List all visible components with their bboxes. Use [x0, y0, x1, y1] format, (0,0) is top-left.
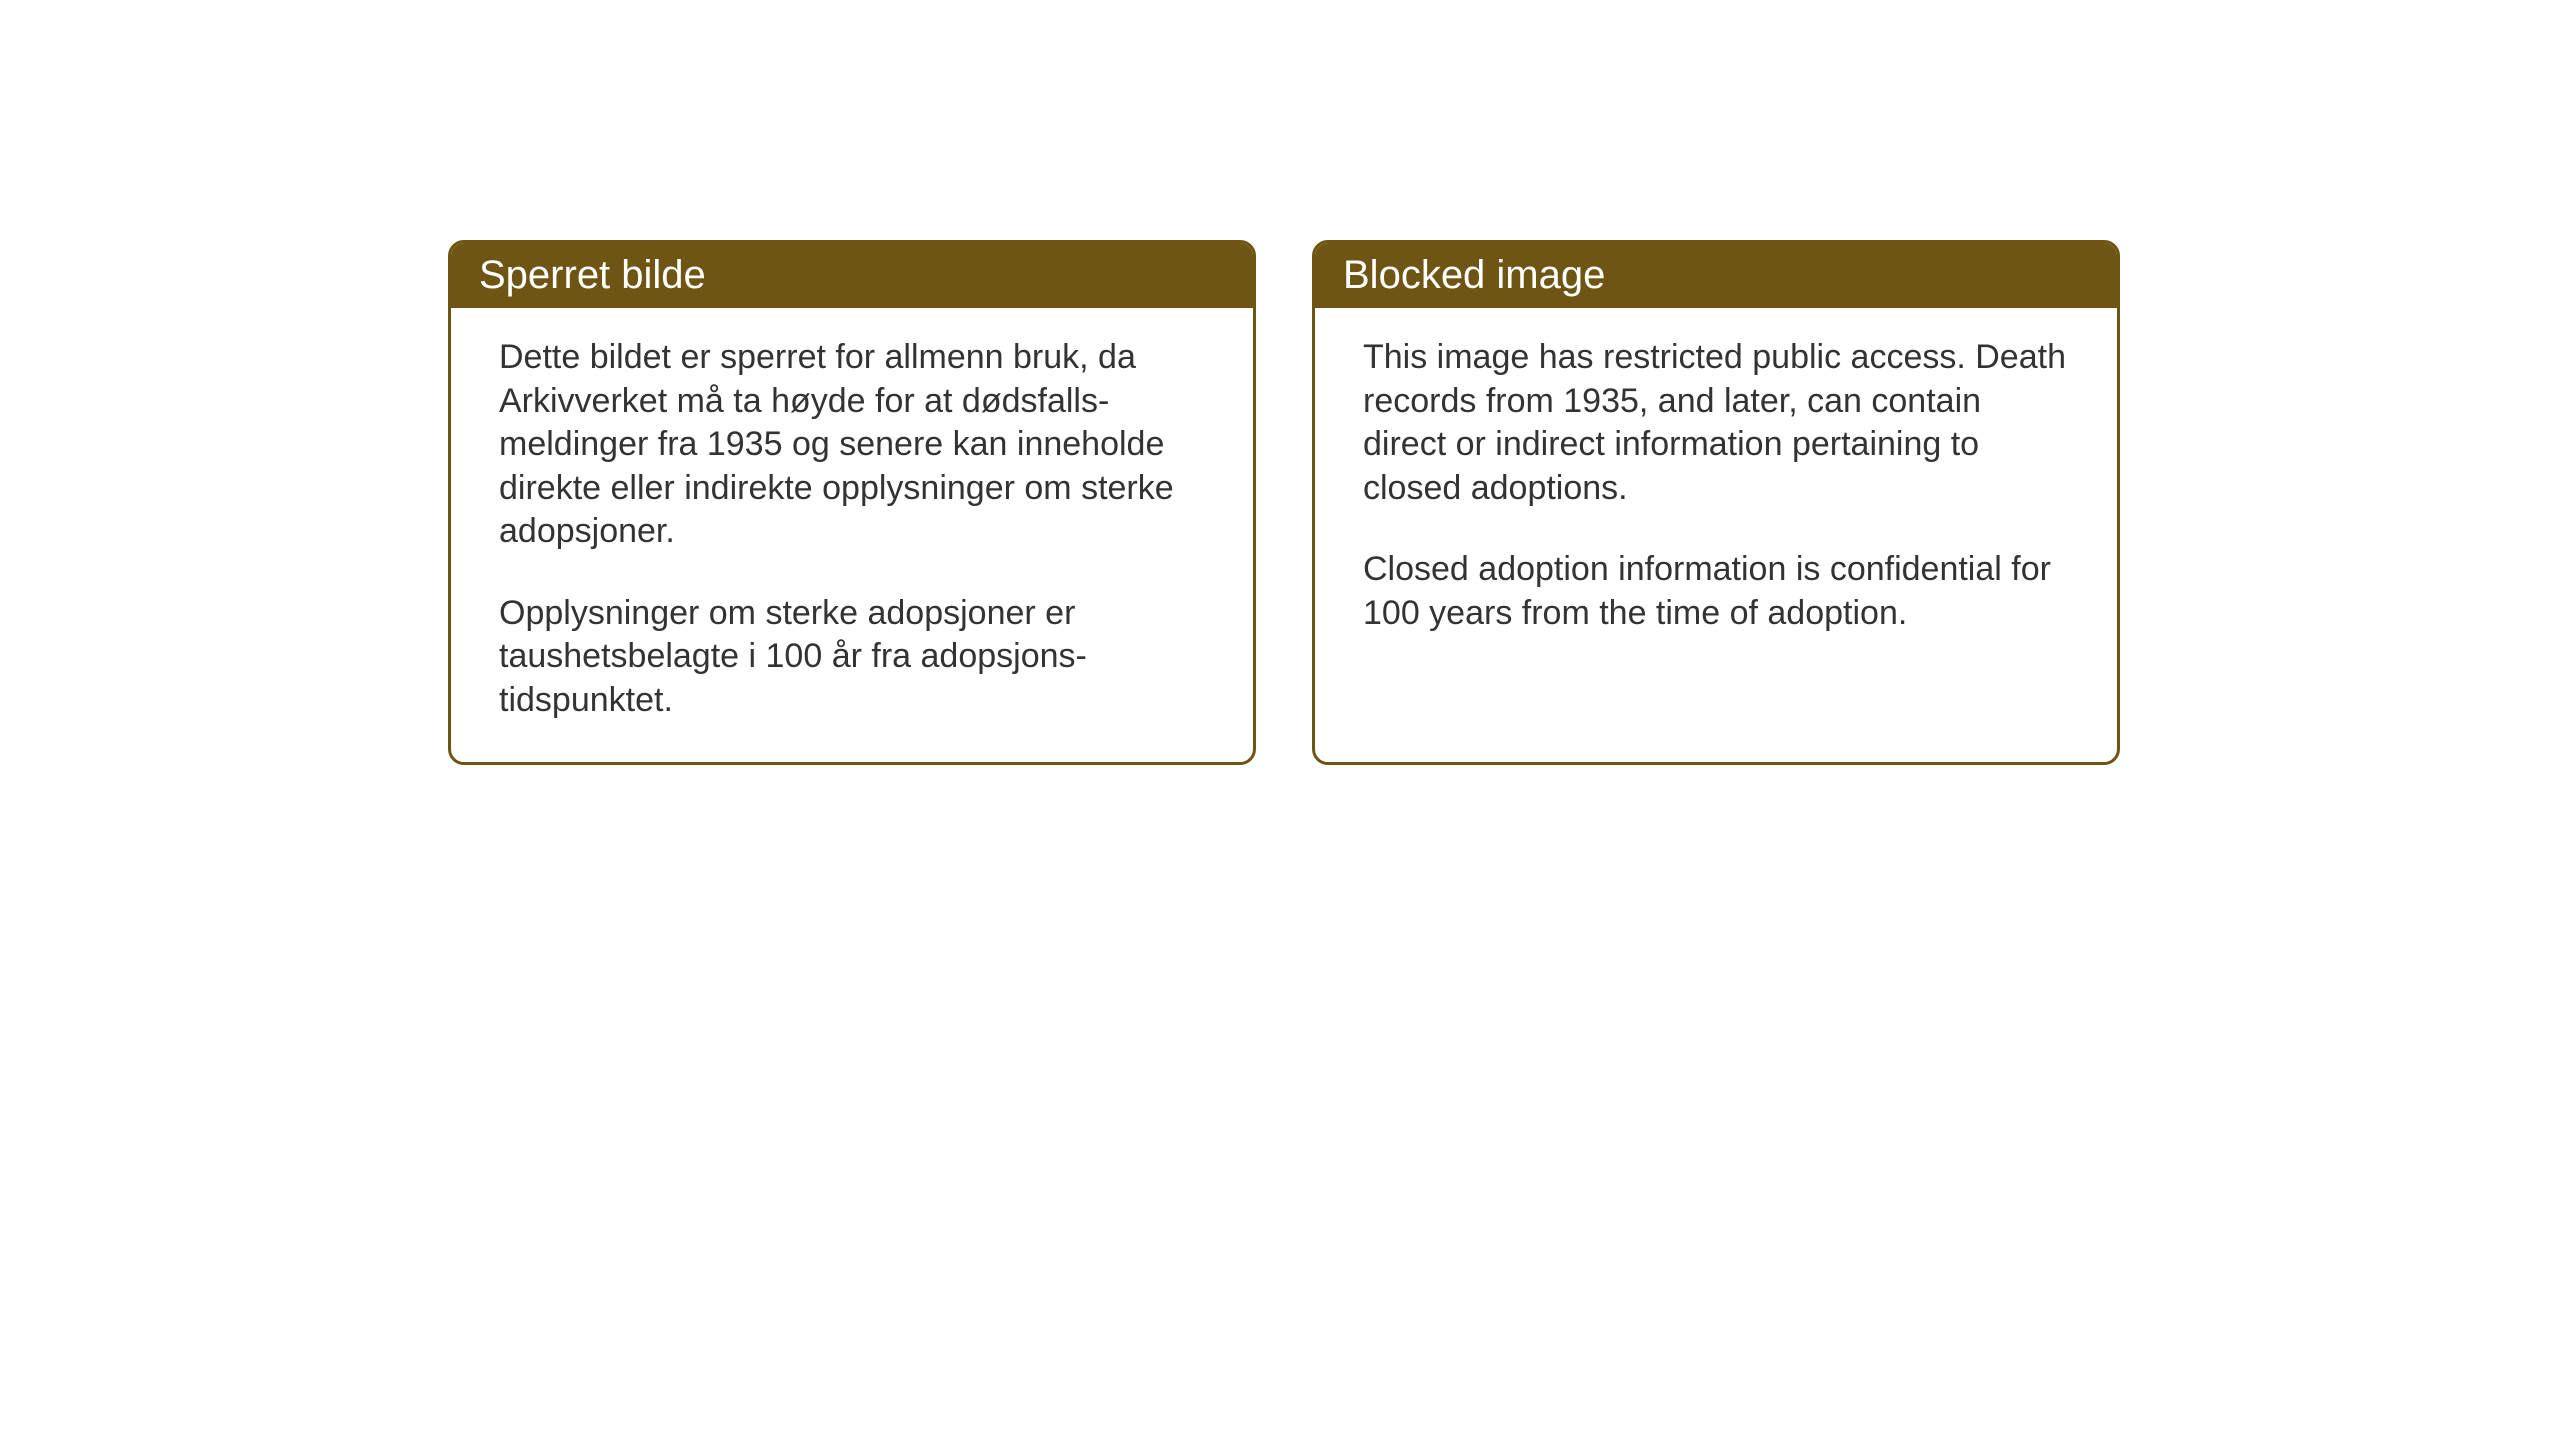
norwegian-title: Sperret bilde	[479, 253, 706, 297]
english-paragraph-2: Closed adoption information is confident…	[1363, 548, 2069, 635]
norwegian-card-body: Dette bildet er sperret for allmenn bruk…	[451, 308, 1253, 762]
norwegian-card-header: Sperret bilde	[451, 243, 1253, 308]
norwegian-card: Sperret bilde Dette bildet er sperret fo…	[448, 240, 1256, 765]
english-card-body: This image has restricted public access.…	[1315, 308, 2117, 708]
notice-container: Sperret bilde Dette bildet er sperret fo…	[448, 240, 2120, 765]
english-card-header: Blocked image	[1315, 243, 2117, 308]
norwegian-paragraph-1: Dette bildet er sperret for allmenn bruk…	[499, 336, 1205, 554]
english-card: Blocked image This image has restricted …	[1312, 240, 2120, 765]
norwegian-paragraph-2: Opplysninger om sterke adopsjoner er tau…	[499, 592, 1205, 723]
english-paragraph-1: This image has restricted public access.…	[1363, 336, 2069, 510]
english-title: Blocked image	[1343, 253, 1605, 297]
